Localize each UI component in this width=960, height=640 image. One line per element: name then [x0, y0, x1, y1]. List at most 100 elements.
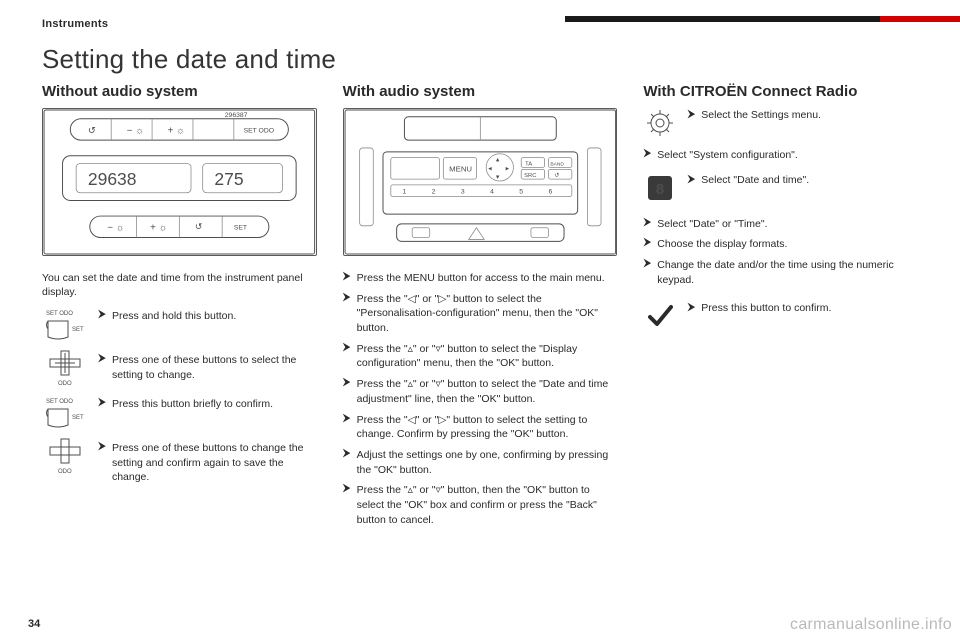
- bullet-text: Press the "▵" or "▿" button to select th…: [357, 377, 618, 406]
- step-text: Select the Settings menu.: [701, 108, 821, 123]
- svg-text:3: 3: [461, 189, 465, 196]
- plus-minus-icon: ODO: [42, 353, 88, 385]
- col3-plain-1: ⮞ Select "System configuration".: [643, 148, 918, 163]
- bullet-arrow: ⮞: [98, 352, 106, 385]
- bullet-arrow: ⮞: [643, 216, 651, 232]
- svg-text:8: 8: [656, 181, 664, 198]
- bullet-text: Select "System configuration".: [657, 148, 918, 163]
- bullet-arrow: ⮞: [687, 173, 695, 188]
- bullet-arrow: ⮞: [98, 396, 106, 429]
- bullet-text: Press the "▵" or "▿" button, then the "O…: [357, 483, 618, 527]
- bullet-arrow: ⮞: [343, 376, 351, 406]
- svg-text:SET: SET: [72, 415, 84, 421]
- bullet-arrow: ⮞: [343, 482, 351, 527]
- svg-text:▴: ▴: [496, 157, 500, 164]
- accent-black: [565, 16, 880, 22]
- svg-text:ODO: ODO: [58, 469, 72, 475]
- step-text: Select "Date and time".: [701, 173, 809, 188]
- check-icon: [643, 301, 677, 331]
- col3-heading: With CITROËN Connect Radio: [643, 83, 918, 100]
- svg-text:1: 1: [402, 189, 406, 196]
- bullet-arrow: ⮞: [343, 412, 351, 442]
- col-with-audio: With audio system MENU ▴ ▾ ◂ ▸: [343, 83, 618, 533]
- columns: Without audio system ↺ − ☼ + ☼ SET ODO 2…: [42, 83, 918, 533]
- col1-step-2: ODO ⮞Press one of these buttons to selec…: [42, 353, 317, 385]
- svg-text:275: 275: [214, 169, 243, 189]
- svg-text:↺: ↺: [88, 125, 96, 136]
- col3-step-datetime: 8 ⮞ Select "Date and time".: [643, 173, 918, 203]
- manual-page: Instruments Setting the date and time Wi…: [0, 0, 960, 640]
- plus-minus-icon: ODO: [42, 441, 88, 473]
- bullet-arrow: ⮞: [343, 341, 351, 371]
- bullet-arrow: ⮞: [343, 447, 351, 477]
- step-text: Press one of these buttons to select the…: [112, 353, 317, 385]
- bullet-text: Change the date and/or the time using th…: [657, 258, 918, 287]
- bullet-arrow: ⮞: [643, 236, 651, 252]
- bullet-arrow: ⮞: [343, 270, 351, 286]
- set-odo-icon: SET ODO SET: [42, 397, 88, 429]
- svg-text:↺: ↺: [195, 222, 202, 232]
- bullet-text: Choose the display formats.: [657, 237, 918, 252]
- step-text: Press this button to confirm.: [701, 301, 831, 316]
- svg-text:BAND: BAND: [550, 161, 564, 167]
- svg-text:− ☼: − ☼: [107, 223, 124, 234]
- svg-text:296387: 296387: [225, 112, 248, 119]
- col-citroen-connect: With CITROËN Connect Radio: [643, 83, 918, 533]
- col3-bullets: ⮞ Select "Date" or "Time". ⮞ Choose the di…: [643, 217, 918, 288]
- accent-red: [880, 16, 960, 22]
- svg-text:5: 5: [519, 189, 523, 196]
- bullet-text: Press the "▵" or "▿" button to select th…: [357, 342, 618, 371]
- keypad-8-icon: 8: [643, 173, 677, 203]
- bullet-arrow: ⮞: [98, 440, 106, 484]
- svg-text:TA: TA: [525, 161, 532, 167]
- page-number: 34: [28, 618, 40, 630]
- col1-step-1: SET ODO SET ⮞Press and hold this button.: [42, 309, 317, 341]
- svg-text:2: 2: [431, 189, 435, 196]
- col-without-audio: Without audio system ↺ − ☼ + ☼ SET ODO 2…: [42, 83, 317, 533]
- bullet-arrow: ⮞: [643, 147, 651, 163]
- bullet-text: Press the "◁" or "▷" button to select th…: [357, 413, 618, 442]
- svg-text:+ ☼: + ☼: [168, 125, 185, 136]
- svg-text:SET ODO: SET ODO: [46, 399, 73, 405]
- col1-step-4: ODO ⮞Press one of these buttons to chang…: [42, 441, 317, 484]
- bullet-arrow: ⮞: [687, 108, 695, 123]
- gear-icon: [643, 108, 677, 138]
- bullet-text: Press the MENU button for access to the …: [357, 271, 618, 286]
- section-label: Instruments: [42, 18, 108, 30]
- page-title: Setting the date and time: [42, 44, 918, 75]
- svg-text:↺: ↺: [554, 172, 559, 179]
- svg-text:29638: 29638: [88, 169, 137, 189]
- svg-text:SET ODO: SET ODO: [46, 311, 73, 317]
- svg-text:ODO: ODO: [58, 381, 72, 387]
- step-text: Press one of these buttons to change the…: [112, 441, 317, 484]
- audio-system-fig: MENU ▴ ▾ ◂ ▸ TA BAND SRC ↺ 1 2: [343, 108, 618, 256]
- svg-text:▸: ▸: [505, 165, 509, 172]
- bullet-text: Adjust the settings one by one, confirmi…: [357, 448, 618, 477]
- svg-text:− ☼: − ☼: [127, 125, 144, 136]
- svg-text:SRC: SRC: [524, 173, 536, 179]
- step-text: Press this button briefly to confirm.: [112, 397, 273, 429]
- instrument-panel-fig: ↺ − ☼ + ☼ SET ODO 296387 29638 275 − ☼ +…: [42, 108, 317, 256]
- watermark: carmanualsonline.info: [790, 616, 952, 634]
- bullet-arrow: ⮞: [643, 257, 651, 287]
- bullet-arrow: ⮞: [687, 301, 695, 316]
- accent-bar: [565, 16, 960, 22]
- bullet-arrow: ⮞: [343, 291, 351, 336]
- svg-text:SET ODO: SET ODO: [244, 127, 274, 134]
- svg-text:SET: SET: [72, 327, 84, 333]
- col1-caption: You can set the date and time from the i…: [42, 271, 317, 299]
- svg-text:6: 6: [548, 189, 552, 196]
- svg-text:4: 4: [490, 189, 494, 196]
- col2-heading: With audio system: [343, 83, 618, 100]
- svg-text:▾: ▾: [496, 174, 500, 181]
- bullet-text: Select "Date" or "Time".: [657, 217, 918, 232]
- col2-bullets: ⮞ Press the MENU button for access to the…: [343, 271, 618, 527]
- step-text: Press and hold this button.: [112, 309, 236, 341]
- set-odo-icon: SET ODO SET: [42, 309, 88, 341]
- col3-step-confirm: ⮞ Press this button to confirm.: [643, 301, 918, 331]
- svg-text:MENU: MENU: [449, 164, 472, 173]
- svg-text:SET: SET: [234, 225, 247, 232]
- svg-text:◂: ◂: [488, 165, 492, 172]
- col1-heading: Without audio system: [42, 83, 317, 100]
- svg-text:+ ☼: + ☼: [150, 223, 167, 234]
